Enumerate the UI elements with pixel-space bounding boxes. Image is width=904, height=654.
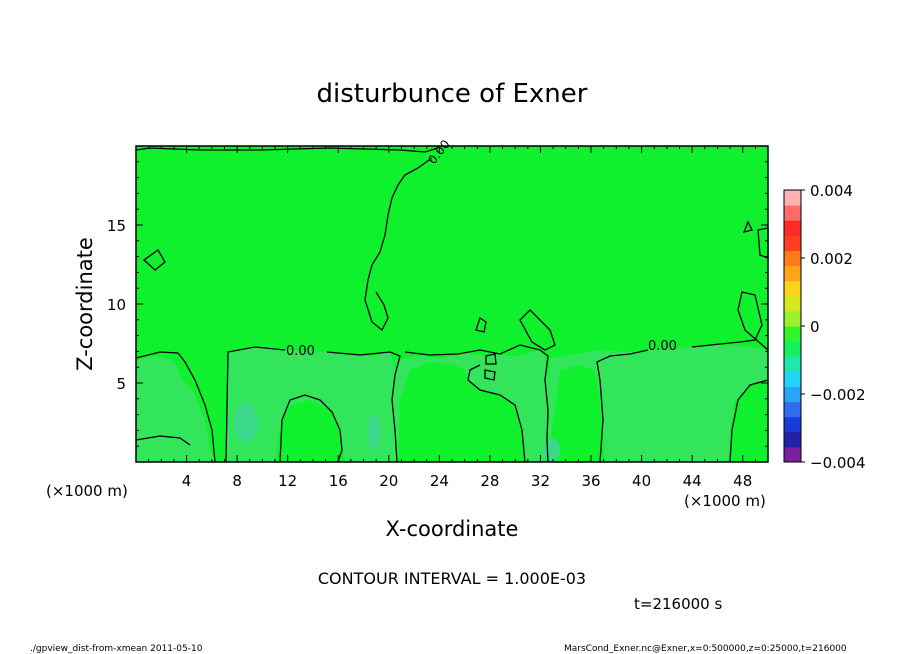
negative-region-2 bbox=[225, 346, 398, 462]
x-unit-left: (×1000 m) bbox=[46, 482, 128, 500]
colorbar-cell bbox=[784, 280, 801, 297]
colorbar-cell bbox=[784, 431, 801, 448]
colorbar-cell bbox=[784, 250, 801, 267]
x-tick-label: 44 bbox=[683, 472, 702, 490]
colorbar-cell bbox=[784, 190, 801, 206]
colorbar-cell bbox=[784, 295, 801, 312]
y-tick-label: 10 bbox=[107, 296, 126, 314]
y-tick-label: 15 bbox=[107, 217, 126, 235]
x-axis: 4 8 12 16 20 24 28 32 36 40 44 48 bbox=[148, 146, 769, 490]
colorbar-tick-label: −0.004 bbox=[810, 454, 866, 472]
colorbar-tick-label: 0 bbox=[810, 318, 820, 336]
colorbar-cell bbox=[784, 401, 801, 418]
colorbar-cell bbox=[784, 220, 801, 236]
contour-upper bbox=[135, 147, 439, 332]
colorbar-cell bbox=[784, 205, 801, 221]
x-axis-label: X-coordinate bbox=[386, 517, 519, 541]
colorbar-cell bbox=[784, 446, 801, 463]
contour-label-right: 0.00 bbox=[648, 339, 677, 354]
colorbar-cell bbox=[784, 416, 801, 433]
negative-blob-3 bbox=[544, 438, 560, 462]
colorbar-cell bbox=[784, 235, 801, 251]
negative-blob-1 bbox=[234, 402, 258, 442]
y-axis-label: Z-coordinate bbox=[73, 237, 97, 371]
colorbar-cell bbox=[784, 310, 801, 327]
time-text: t=216000 s bbox=[634, 595, 722, 613]
contour-middle bbox=[135, 344, 549, 463]
x-unit-right: (×1000 m) bbox=[684, 492, 766, 510]
x-tick-label: 20 bbox=[379, 472, 398, 490]
negative-blob-2 bbox=[367, 414, 381, 450]
footer-right: MarsCond_Exner.nc@Exner,x=0:500000,z=0:2… bbox=[564, 644, 847, 654]
colorbar-tick-label: 0.004 bbox=[810, 182, 853, 200]
x-tick-label: 12 bbox=[278, 472, 297, 490]
x-tick-label: 32 bbox=[531, 472, 550, 490]
contour-right bbox=[596, 291, 769, 463]
x-tick-label: 36 bbox=[581, 472, 600, 490]
x-tick-label: 28 bbox=[480, 472, 499, 490]
x-tick-label: 40 bbox=[632, 472, 651, 490]
negative-region-4 bbox=[548, 345, 768, 462]
negative-region-1 bbox=[136, 356, 215, 462]
colorbar-cell bbox=[784, 341, 801, 357]
contour-interval-text: CONTOUR INTERVAL = 1.000E-03 bbox=[318, 569, 586, 588]
x-tick-label: 24 bbox=[430, 472, 449, 490]
x-tick-label: 8 bbox=[232, 472, 242, 490]
negative-region-3 bbox=[392, 350, 550, 462]
colorbar-cell bbox=[784, 326, 801, 342]
colorbar-cell bbox=[784, 356, 801, 372]
colorbar-tick-label: 0.002 bbox=[810, 250, 853, 268]
x-tick-label: 16 bbox=[329, 472, 348, 490]
contour-lower-loops bbox=[135, 394, 343, 463]
x-tick-label: 48 bbox=[733, 472, 752, 490]
y-tick-label: 5 bbox=[116, 375, 126, 393]
contour-lines bbox=[135, 147, 769, 463]
chart-title: disturbunce of Exner bbox=[317, 79, 588, 109]
plot-area: 0.00 0.00 0.00 bbox=[135, 137, 769, 463]
y-axis: 5 10 15 bbox=[107, 161, 768, 447]
colorbar-tick-label: −0.002 bbox=[810, 386, 866, 404]
colorbar-cell bbox=[784, 386, 801, 403]
footer-left: ./gpview_dist-from-xmean 2011-05-10 bbox=[30, 644, 203, 654]
x-tick-label: 4 bbox=[182, 472, 192, 490]
contour-label-middle: 0.00 bbox=[286, 344, 315, 359]
contour-islands bbox=[142, 220, 769, 381]
colorbar: 0.004 0.002 0 −0.002 −0.004 bbox=[783, 182, 866, 472]
colorbar-cell bbox=[784, 265, 801, 282]
colorbar-cell bbox=[784, 371, 801, 387]
